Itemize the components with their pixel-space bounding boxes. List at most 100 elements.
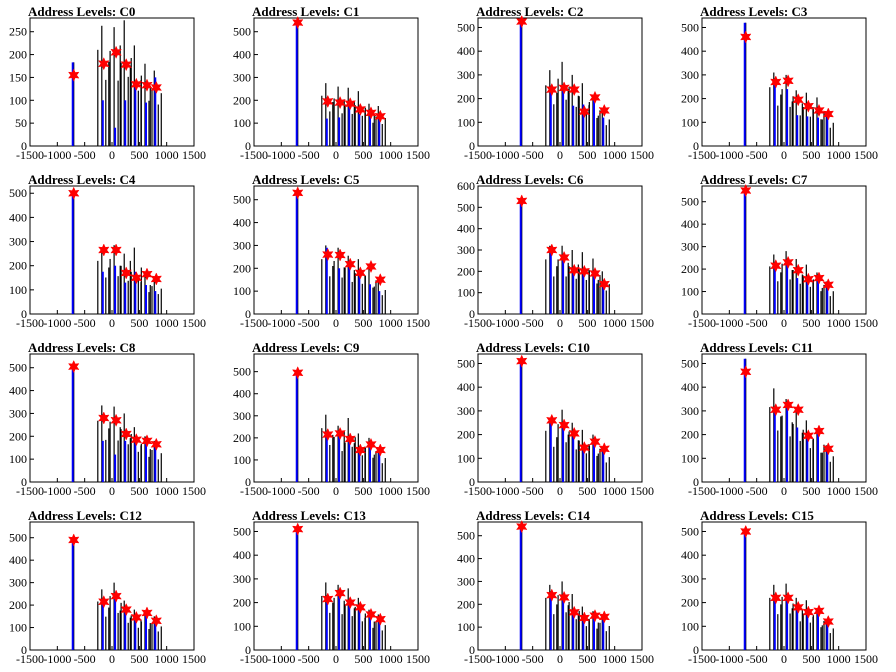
chart-panel-c0: Address Levels: C0 0 50 100 150 200 250 -1500 -1… bbox=[0, 0, 224, 168]
peak-marker bbox=[568, 82, 580, 97]
peak-marker bbox=[558, 81, 570, 95]
peak-marker bbox=[120, 427, 132, 441]
y-tick-label: 0 bbox=[469, 307, 475, 321]
peak-marker bbox=[98, 595, 110, 609]
peak-marker bbox=[68, 533, 80, 547]
chart-panel-c4: Address Levels: C4 0 100 200 300 400 500 -1500-… bbox=[0, 168, 224, 336]
peak-marker bbox=[782, 255, 794, 269]
y-tick-label: 200 bbox=[681, 92, 699, 106]
x-tick-label: 500 bbox=[354, 316, 372, 330]
peak-marker bbox=[68, 359, 80, 374]
peak-marker bbox=[558, 250, 570, 265]
y-tick-label: 100 bbox=[9, 452, 27, 466]
chart-panel-c6: Address Levels: C6 0 100 200 300 400 500 600 -15… bbox=[448, 168, 672, 336]
x-tick-label: -500 bbox=[746, 316, 768, 330]
peak-marker bbox=[598, 442, 611, 456]
peak-marker bbox=[292, 522, 304, 536]
x-tick-label: -500 bbox=[74, 316, 96, 330]
peak-marker bbox=[770, 403, 782, 417]
x-tick-label: -1500 bbox=[688, 484, 716, 498]
peak-marker bbox=[141, 78, 153, 92]
peak-marker bbox=[770, 591, 782, 605]
y-tick-label: 0 bbox=[245, 643, 251, 657]
chart-title: Address Levels: C6 bbox=[476, 172, 584, 187]
x-tick-label: 1000 bbox=[603, 484, 627, 498]
peak-marker bbox=[578, 105, 591, 119]
x-tick-label: -1000 bbox=[267, 148, 295, 162]
x-tick-label: 500 bbox=[802, 148, 820, 162]
x-tick-label: -500 bbox=[522, 316, 544, 330]
x-tick-label: 0 bbox=[557, 652, 563, 666]
y-tick-label: 200 bbox=[233, 596, 251, 610]
chart-svg: 0 100 200 300 400 500 -1500 -1000 -500 0 500 1000 15… bbox=[233, 353, 430, 498]
x-tick-label: -500 bbox=[74, 148, 96, 162]
x-tick-label: -1500 bbox=[464, 652, 492, 666]
x-tick-label: -1000 bbox=[267, 652, 295, 666]
peak-marker bbox=[516, 194, 528, 208]
x-tick-label: -1000 bbox=[43, 316, 71, 330]
y-tick-label: 500 bbox=[457, 200, 475, 214]
chart-title: Address Levels: C1 bbox=[252, 4, 360, 19]
x-tick-label: -1000 bbox=[43, 148, 71, 162]
x-tick-label: 1000 bbox=[379, 148, 403, 162]
x-tick-label: -1500 bbox=[240, 148, 268, 162]
peak-marker bbox=[822, 107, 835, 121]
y-tick-label: 50 bbox=[15, 116, 27, 130]
y-tick-label: 150 bbox=[9, 70, 27, 84]
y-tick-label: 300 bbox=[681, 404, 699, 418]
y-tick-label: 300 bbox=[9, 235, 27, 249]
x-tick-label: 1000 bbox=[379, 316, 403, 330]
peak-marker bbox=[344, 595, 356, 610]
peak-marker bbox=[98, 243, 110, 257]
y-tick-label: 300 bbox=[233, 572, 251, 586]
peak-marker bbox=[589, 90, 601, 105]
x-tick-label: 1500 bbox=[854, 652, 878, 666]
peak-marker bbox=[374, 109, 387, 123]
x-tick-label: -500 bbox=[746, 652, 768, 666]
y-tick-label: 100 bbox=[233, 619, 251, 633]
chart-panel-c11: Address Levels: C11 0 100 200 300 400 500 -1500… bbox=[672, 336, 896, 504]
y-tick-label: 200 bbox=[9, 48, 27, 62]
peak-marker bbox=[802, 605, 815, 619]
x-tick-label: -500 bbox=[522, 652, 544, 666]
y-tick-label: 400 bbox=[233, 548, 251, 562]
x-tick-label: -1000 bbox=[491, 484, 519, 498]
peak-marker bbox=[150, 614, 163, 628]
y-tick-label: 500 bbox=[681, 20, 699, 34]
chart-svg: 0 100 200 300 400 500 -1500 -1000 -500 0 500 1000 15… bbox=[9, 185, 206, 330]
chart-svg: 0 100 200 300 400 500 -1500 -1000 -500 0 500 1000 15… bbox=[681, 17, 878, 162]
chart-title: Address Levels: C5 bbox=[252, 172, 360, 187]
plot-frame bbox=[253, 185, 419, 315]
peak-marker bbox=[334, 426, 346, 441]
y-tick-label: 300 bbox=[681, 240, 699, 254]
x-tick-label: 1500 bbox=[630, 148, 654, 162]
peak-marker bbox=[365, 259, 377, 274]
peak-marker bbox=[589, 609, 601, 623]
x-tick-label: 1500 bbox=[182, 652, 206, 666]
y-tick-label: 100 bbox=[681, 285, 699, 299]
x-tick-label: -1500 bbox=[688, 148, 716, 162]
y-tick-label: 300 bbox=[681, 572, 699, 586]
peak-marker bbox=[120, 602, 132, 617]
peak-marker bbox=[130, 433, 143, 447]
y-tick-label: 200 bbox=[457, 264, 475, 278]
x-tick-label: -1000 bbox=[715, 652, 743, 666]
peak-marker bbox=[770, 259, 782, 273]
chart-svg: 0 100 200 300 400 500 -1500 -1000 -500 0 500 1000 15… bbox=[9, 353, 206, 498]
x-tick-label: 1000 bbox=[603, 316, 627, 330]
y-tick-label: 300 bbox=[233, 238, 251, 252]
y-tick-label: 0 bbox=[21, 643, 27, 657]
x-tick-label: 500 bbox=[354, 148, 372, 162]
peak-marker bbox=[354, 443, 367, 457]
peak-marker bbox=[558, 418, 570, 432]
chart-title: Address Levels: C9 bbox=[252, 340, 360, 355]
x-tick-label: -1000 bbox=[491, 652, 519, 666]
y-tick-label: 0 bbox=[693, 307, 699, 321]
x-tick-label: -500 bbox=[746, 148, 768, 162]
chart-svg: 0 100 200 300 400 500 -1500 -1000 -500 0 500 1000 15… bbox=[681, 521, 878, 666]
y-tick-label: 200 bbox=[233, 93, 251, 107]
x-tick-label: 1500 bbox=[406, 148, 430, 162]
peak-marker bbox=[292, 15, 304, 30]
chart-title: Address Levels: C3 bbox=[700, 4, 808, 19]
y-tick-label: 100 bbox=[457, 451, 475, 465]
